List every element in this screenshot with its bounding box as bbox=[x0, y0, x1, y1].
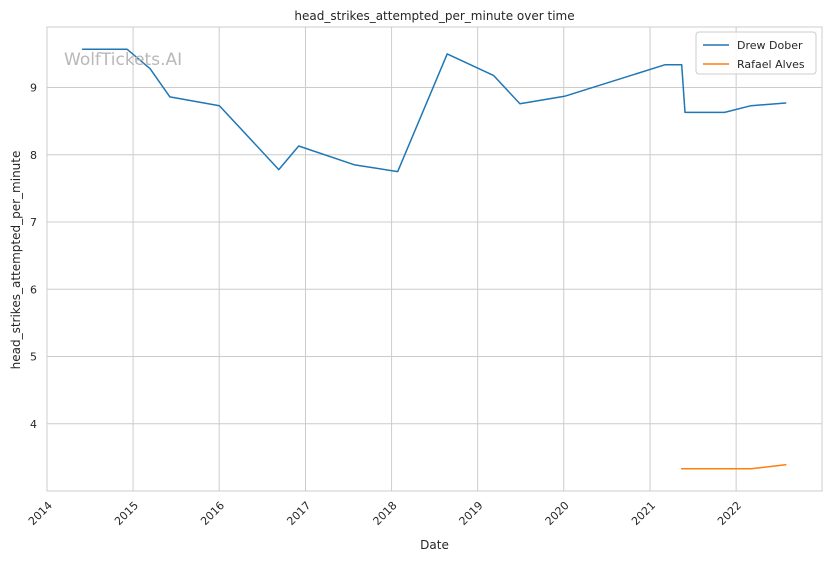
y-axis-title: head_strikes_attempted_per_minute bbox=[9, 151, 23, 370]
data-point-drew-dober bbox=[353, 163, 356, 166]
data-point-rafael-alves bbox=[680, 467, 683, 470]
y-tick-label: 5 bbox=[30, 351, 37, 364]
data-point-drew-dober bbox=[784, 101, 787, 104]
series-line-drew-dober bbox=[81, 48, 787, 173]
data-point-drew-dober bbox=[723, 111, 726, 114]
y-tick-label: 7 bbox=[30, 216, 37, 229]
plot-area bbox=[46, 26, 823, 492]
plot-frame bbox=[46, 26, 823, 492]
data-point-drew-dober bbox=[277, 168, 280, 171]
data-point-drew-dober bbox=[563, 95, 566, 98]
data-point-drew-dober bbox=[168, 95, 171, 98]
y-tick-label: 6 bbox=[30, 283, 37, 296]
series-line-rafael-alves bbox=[680, 464, 787, 470]
data-point-drew-dober bbox=[664, 63, 667, 66]
grid-lines bbox=[46, 27, 822, 491]
x-axis-title: Date bbox=[420, 538, 449, 552]
legend-label-rafael-alves: Rafael Alves bbox=[737, 58, 805, 71]
y-tick-label: 8 bbox=[30, 149, 37, 162]
data-point-drew-dober bbox=[218, 104, 221, 107]
legend-label-drew-dober: Drew Dober bbox=[737, 39, 803, 52]
data-point-drew-dober bbox=[396, 170, 399, 173]
data-point-drew-dober bbox=[492, 74, 495, 77]
data-point-rafael-alves bbox=[750, 467, 753, 470]
y-tick-label: 4 bbox=[30, 418, 37, 431]
series-layer bbox=[81, 48, 787, 470]
legend: Drew Dober Rafael Alves bbox=[695, 31, 817, 75]
y-tick-label: 9 bbox=[30, 82, 37, 95]
chart-title: head_strikes_attempted_per_minute over t… bbox=[294, 9, 574, 23]
data-point-drew-dober bbox=[680, 63, 683, 66]
data-point-drew-dober bbox=[750, 104, 753, 107]
data-point-drew-dober bbox=[518, 102, 521, 105]
data-point-drew-dober bbox=[446, 52, 449, 55]
watermark-text: WolfTickets.AI bbox=[64, 50, 182, 70]
data-point-rafael-alves bbox=[784, 463, 787, 466]
data-point-drew-dober bbox=[683, 111, 686, 114]
data-point-drew-dober bbox=[297, 145, 300, 148]
y-axis-tick-labels: 4 5 6 7 8 9 bbox=[30, 82, 37, 431]
